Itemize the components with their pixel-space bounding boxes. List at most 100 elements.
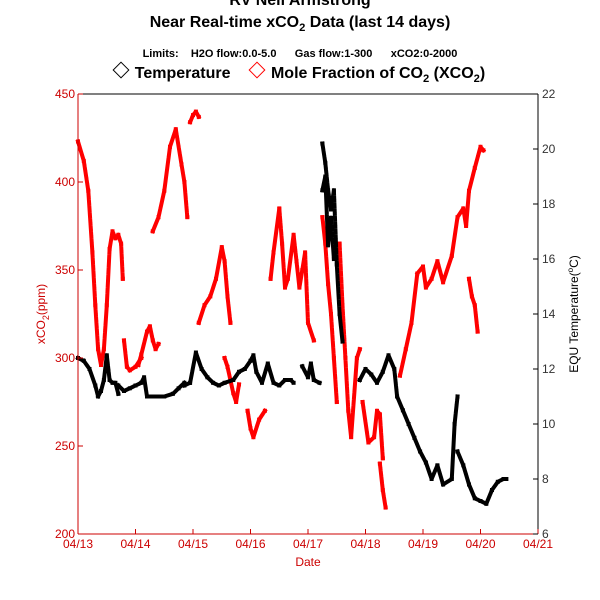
data-point — [285, 276, 290, 281]
data-point — [202, 303, 207, 308]
data-point — [369, 372, 374, 377]
data-point — [423, 285, 428, 290]
x-tick-label: 04/18 — [350, 537, 380, 551]
data-point — [372, 435, 377, 440]
y-axis-left-label: xCO2(ppm) — [34, 284, 51, 344]
data-point — [337, 312, 342, 316]
legend-item-xco2: Mole Fraction of CO2 (XCO2) — [248, 61, 486, 85]
data-point — [403, 347, 408, 352]
data-point — [429, 477, 434, 481]
data-point — [208, 294, 213, 299]
data-point — [251, 353, 256, 358]
data-point — [156, 341, 161, 346]
data-point — [162, 394, 167, 399]
legend-label-xco2-mid: (XCO — [429, 65, 474, 82]
data-point — [119, 241, 124, 246]
y-right-tick-label: 14 — [542, 307, 556, 321]
data-point — [478, 144, 483, 149]
series-segment — [377, 461, 388, 510]
data-point — [225, 364, 230, 369]
data-point — [110, 229, 115, 234]
x-tick-label: 04/17 — [293, 537, 323, 551]
data-point — [331, 188, 336, 193]
data-point — [156, 215, 161, 220]
y-right-tick-label: 6 — [542, 527, 549, 541]
data-point — [251, 435, 256, 440]
data-point — [101, 378, 106, 382]
data-point — [504, 477, 509, 481]
series-segment — [150, 127, 190, 234]
y-left-tick-label: 250 — [55, 439, 75, 453]
x-tick-label: 04/20 — [465, 537, 495, 551]
data-point — [254, 369, 259, 374]
series-segment — [360, 399, 385, 461]
data-point — [245, 408, 250, 413]
data-point — [346, 408, 351, 413]
legend-label-xco2-post: ) — [479, 65, 486, 82]
data-point — [122, 389, 126, 393]
data-point — [461, 463, 466, 468]
x-tick-label: 04/19 — [408, 537, 438, 551]
data-point — [133, 383, 138, 388]
data-point — [337, 241, 342, 246]
data-point — [81, 158, 86, 163]
data-point — [469, 294, 474, 299]
data-point — [421, 264, 425, 269]
data-point — [412, 435, 417, 440]
y-left-label-sub: 2 — [41, 315, 51, 320]
data-point — [467, 482, 471, 487]
data-point — [435, 463, 440, 468]
data-point — [280, 241, 285, 246]
data-point — [104, 353, 109, 358]
data-point — [145, 394, 149, 399]
series-segment — [466, 276, 480, 334]
y-right-tick-label: 16 — [542, 252, 556, 266]
data-point — [400, 408, 405, 413]
y-left-tick-label: 350 — [55, 263, 75, 277]
series-xco2 — [75, 109, 487, 510]
data-point — [93, 383, 98, 388]
y-right-tick-label: 22 — [542, 87, 556, 101]
data-point — [300, 268, 305, 272]
data-point — [191, 113, 195, 118]
data-point — [357, 347, 362, 352]
data-point — [329, 207, 333, 212]
y-left-label-post: (ppm) — [34, 284, 48, 315]
data-point — [297, 285, 302, 290]
data-point — [291, 380, 296, 385]
data-point — [409, 320, 414, 325]
legend-label-temperature: Temperature — [134, 65, 231, 82]
series-segment — [268, 206, 317, 343]
title-text-post: Data (last 14 days) — [305, 14, 451, 31]
data-point — [86, 188, 91, 193]
data-point — [168, 144, 172, 149]
data-point — [107, 378, 112, 382]
data-point — [366, 440, 371, 445]
data-point — [452, 422, 457, 426]
data-point — [320, 215, 325, 220]
data-point — [311, 378, 316, 382]
data-point — [323, 160, 328, 165]
limits-text: Limits: H2O flow:0.0-5.0 Gas flow:1-300 … — [142, 48, 458, 60]
data-point — [87, 367, 92, 371]
data-point — [329, 312, 333, 316]
data-point — [211, 380, 216, 385]
data-point — [96, 347, 101, 352]
y-right-tick-label: 8 — [542, 472, 549, 486]
data-point — [415, 271, 420, 276]
data-point — [110, 380, 115, 385]
y-left-tick-label: 200 — [55, 527, 75, 541]
data-point — [377, 412, 382, 417]
y-axis-right-label: EQU Temperature(oC) — [566, 255, 581, 373]
data-point — [398, 373, 402, 378]
data-point — [418, 449, 423, 454]
data-point — [150, 394, 155, 399]
legend-sub-2: 2 — [473, 73, 480, 85]
y-right-tick-label: 12 — [542, 362, 556, 376]
legend-item-temperature: Temperature — [112, 61, 231, 83]
y-left-label-pre: xCO — [34, 320, 48, 344]
data-point — [481, 148, 486, 153]
data-point — [90, 250, 95, 255]
data-point — [464, 224, 469, 228]
y-right-label-post: C) — [567, 255, 581, 268]
